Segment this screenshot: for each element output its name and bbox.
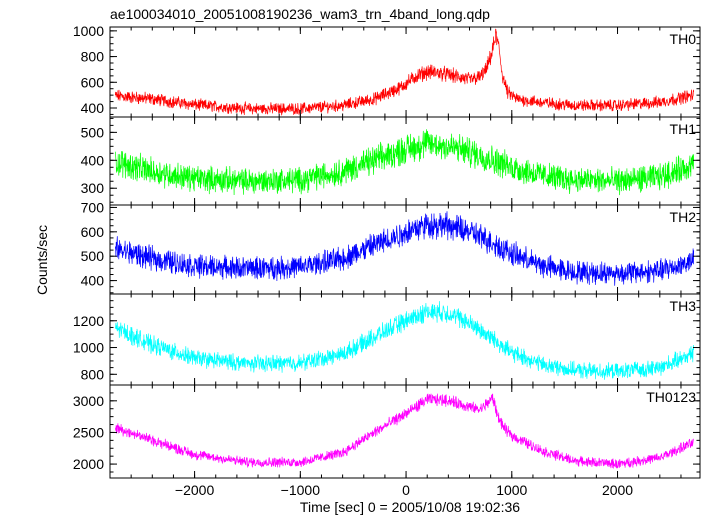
chart-title: ae100034010_20051008190236_wam3_trn_4ban… — [110, 6, 490, 22]
series-line-th3 — [114, 301, 695, 380]
series-line-th2 — [114, 211, 695, 286]
panel-th0123: 2000 2500 3000 TH0123 — [73, 384, 701, 479]
y-tick-label: 2500 — [73, 424, 104, 440]
x-tick-label: 1000 — [496, 482, 527, 498]
y-tick-label: 3000 — [73, 393, 104, 409]
y-tick-label: 1000 — [73, 23, 104, 39]
y-tick-label: 700 — [81, 199, 105, 215]
y-tick-label: 400 — [81, 273, 105, 289]
panel-frame — [109, 204, 701, 295]
series-line-th1 — [114, 129, 695, 196]
panel-label-th0123: TH0123 — [646, 389, 696, 405]
x-tick-label: −1000 — [281, 482, 321, 498]
panel-label-th1: TH1 — [670, 121, 697, 137]
panel-label-th2: TH2 — [670, 209, 697, 225]
y-tick-label: 500 — [81, 248, 105, 264]
panel-frame — [109, 384, 701, 479]
panels-group: 400 600 800 1000 TH0 300 400 500 TH1 400 500 600 700… — [73, 23, 701, 498]
y-tick-label: 600 — [81, 74, 105, 90]
x-axis-label: Time [sec] 0 = 2005/10/08 19:02:36 — [300, 499, 520, 515]
x-tick-label: 2000 — [602, 482, 633, 498]
panel-label-th3: TH3 — [670, 298, 697, 314]
panel-th1: 300 400 500 TH1 — [81, 116, 701, 206]
y-tick-label: 800 — [81, 366, 105, 382]
x-tick-label: 0 — [402, 482, 410, 498]
panel-label-th0: TH0 — [670, 31, 697, 47]
y-tick-label: 300 — [81, 180, 105, 196]
y-tick-label: 400 — [81, 100, 105, 116]
series-line-th0 — [114, 28, 695, 116]
panel-th0: 400 600 800 1000 TH0 — [73, 23, 701, 118]
y-axis-label: Counts/sec — [34, 225, 50, 295]
y-tick-label: 1000 — [73, 340, 104, 356]
y-tick-label: 500 — [81, 124, 105, 140]
y-tick-label: 800 — [81, 49, 105, 65]
y-tick-label: 2000 — [73, 456, 104, 472]
series-line-th0123 — [114, 393, 694, 469]
y-tick-label: 1200 — [73, 313, 104, 329]
y-tick-label: 600 — [81, 224, 105, 240]
x-tick-label: −2000 — [175, 482, 215, 498]
panel-th3: 800 1000 1200 TH3 — [73, 293, 701, 386]
panel-th2: 400 500 600 700 TH2 — [81, 199, 701, 295]
panel-frame — [109, 293, 701, 386]
y-tick-label: 400 — [81, 152, 105, 168]
